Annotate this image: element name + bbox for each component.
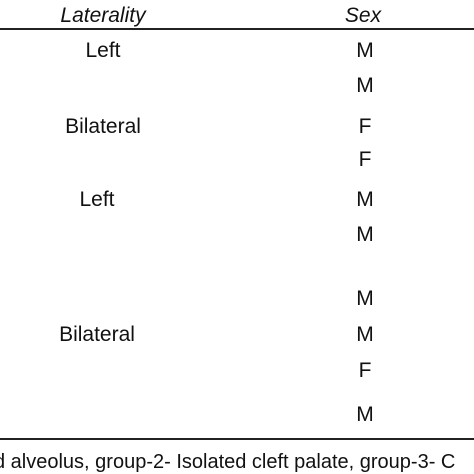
laterality-cell: Left bbox=[85, 39, 121, 62]
sex-cell: M bbox=[356, 74, 374, 97]
sex-cell: M bbox=[356, 323, 374, 346]
header-rule bbox=[0, 28, 474, 30]
sex-cell: M bbox=[356, 403, 374, 426]
sex-cell: M bbox=[356, 188, 374, 211]
sex-cell: F bbox=[358, 115, 372, 138]
table-bottom-rule bbox=[0, 438, 474, 440]
sex-cell: F bbox=[358, 148, 372, 171]
laterality-cell: Bilateral bbox=[65, 115, 141, 138]
header-sex: Sex bbox=[344, 4, 382, 27]
sex-cell: M bbox=[356, 223, 374, 246]
sex-cell: F bbox=[358, 359, 372, 382]
sex-cell: M bbox=[356, 39, 374, 62]
sex-cell: M bbox=[356, 287, 374, 310]
laterality-cell: Left bbox=[79, 188, 115, 211]
laterality-cell: Bilateral bbox=[59, 323, 135, 346]
header-laterality: Laterality bbox=[60, 4, 146, 27]
table-footnote: d alveolus, group-2- Isolated cleft pala… bbox=[0, 451, 456, 473]
